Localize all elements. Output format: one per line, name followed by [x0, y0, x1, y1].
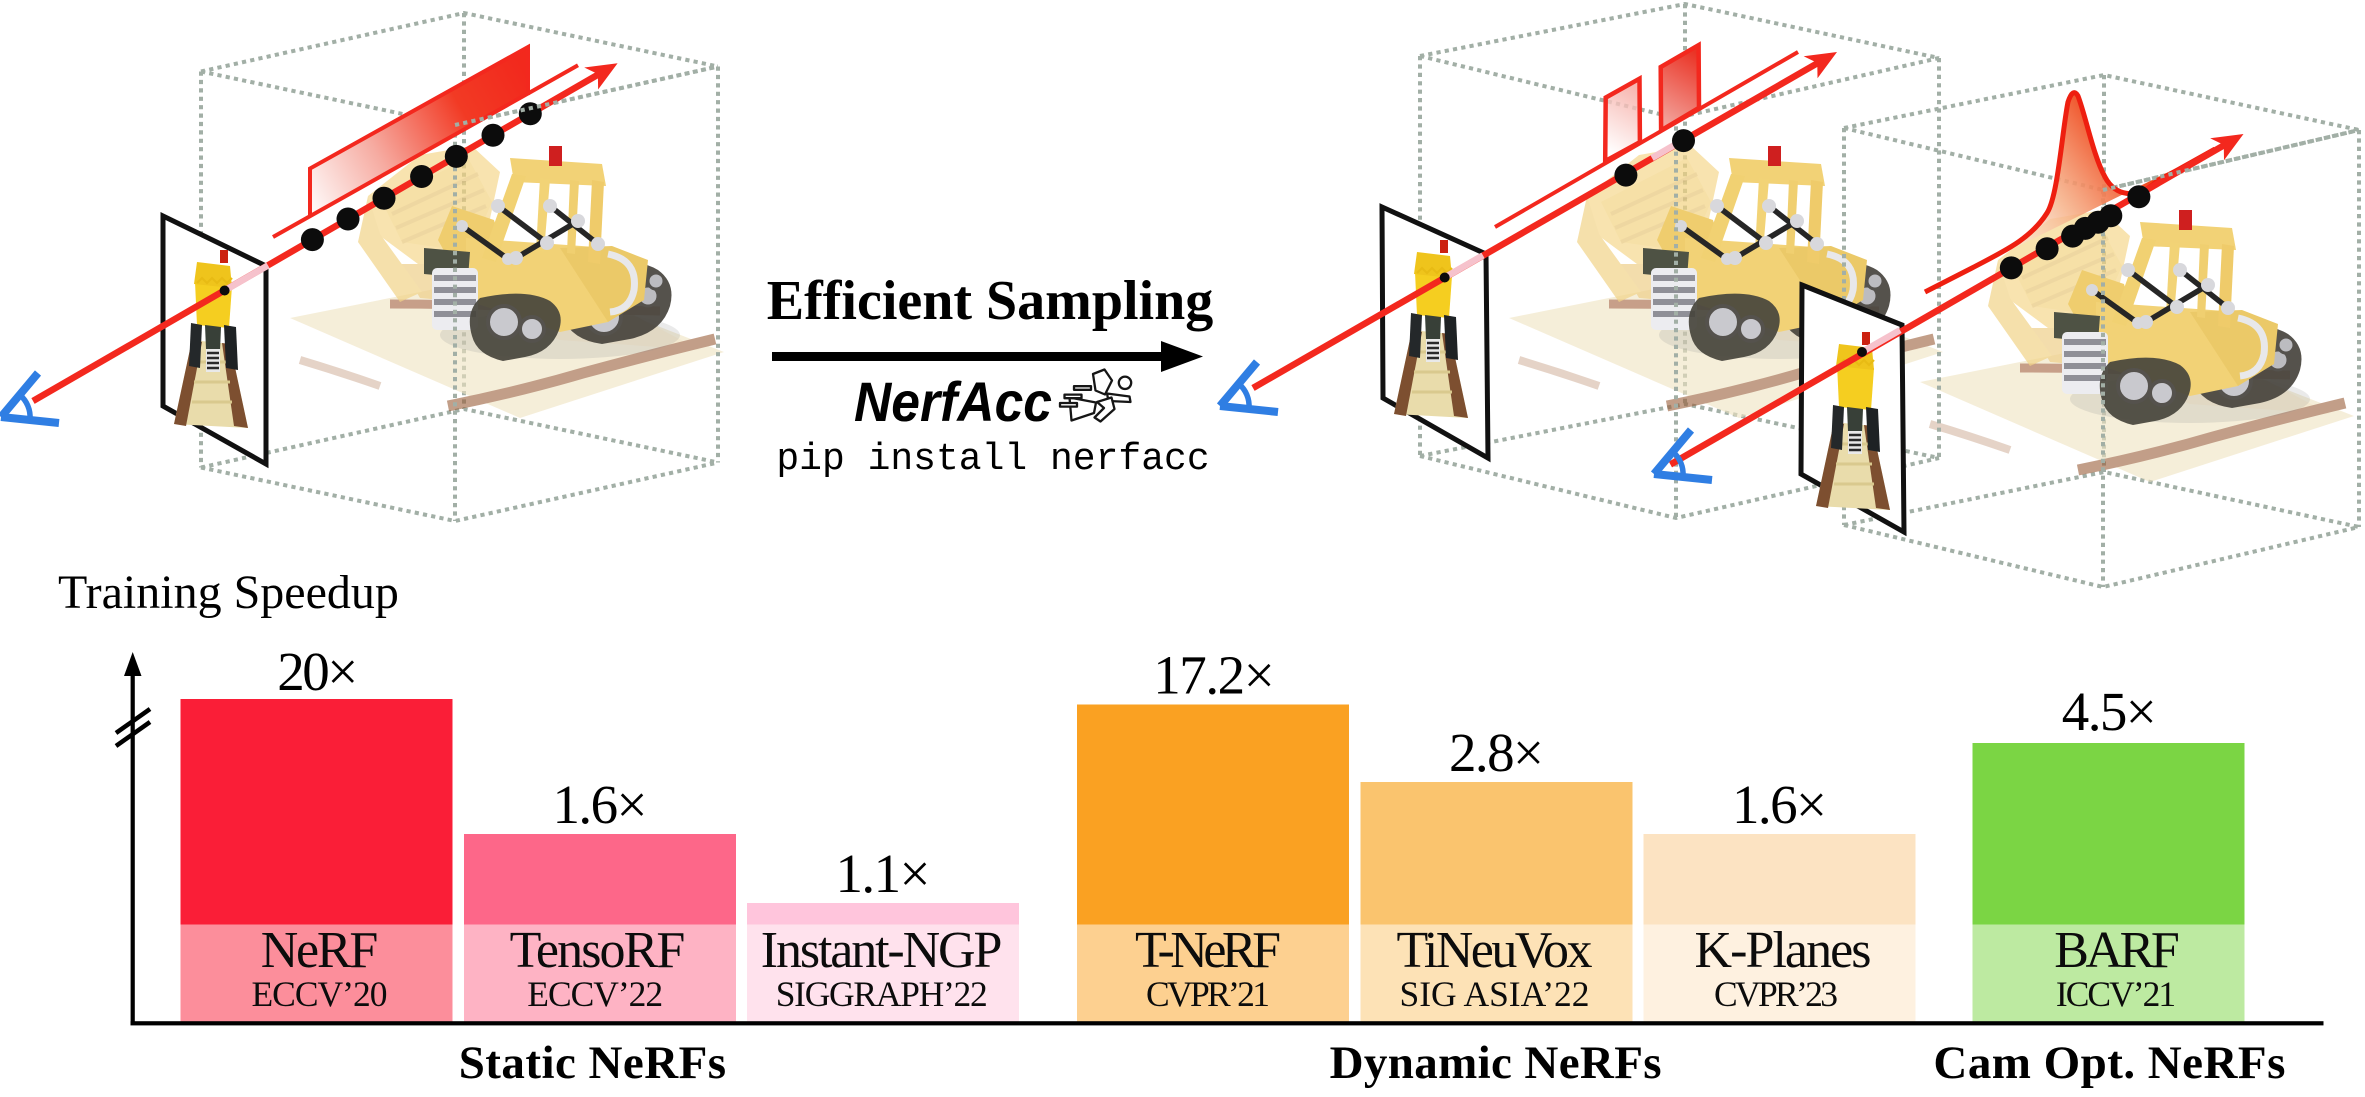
svg-text:Dynamic NeRFs: Dynamic NeRFs	[1330, 1037, 1662, 1089]
svg-text:ECCV’22: ECCV’22	[527, 974, 663, 1014]
svg-text:1.6×: 1.6×	[1732, 774, 1827, 835]
svg-text:TensoRF: TensoRF	[510, 922, 686, 979]
svg-text:T-NeRF: T-NeRF	[1135, 922, 1281, 979]
svg-text:1.6×: 1.6×	[553, 774, 648, 835]
svg-text:2.8×: 2.8×	[1449, 722, 1544, 783]
svg-text:BARF: BARF	[2054, 922, 2180, 979]
svg-text:Training Speedup: Training Speedup	[58, 566, 399, 619]
svg-text:20×: 20×	[277, 641, 358, 702]
svg-text:TiNeuVox: TiNeuVox	[1397, 922, 1593, 979]
svg-text:17.2×: 17.2×	[1153, 645, 1275, 706]
svg-text:CVPR’21: CVPR’21	[1146, 974, 1270, 1014]
svg-text:SIG ASIA’22: SIG ASIA’22	[1400, 974, 1590, 1014]
svg-text:ECCV’20: ECCV’20	[252, 974, 388, 1014]
svg-text:4.5×: 4.5×	[2062, 681, 2157, 742]
svg-text:NerfAcc: NerfAcc	[854, 370, 1052, 433]
svg-text:K-Planes: K-Planes	[1695, 922, 1872, 979]
svg-text:NeRF: NeRF	[261, 922, 379, 979]
svg-text:1.1×: 1.1×	[836, 843, 931, 904]
svg-text:pip install nerfacc: pip install nerfacc	[776, 438, 1209, 481]
svg-text:Cam Opt. NeRFs: Cam Opt. NeRFs	[1933, 1037, 2285, 1089]
svg-text:Instant-NGP: Instant-NGP	[761, 922, 1003, 979]
svg-text:Static NeRFs: Static NeRFs	[459, 1037, 726, 1089]
svg-text:ICCV’21: ICCV’21	[2056, 974, 2176, 1014]
svg-text:Efficient Sampling: Efficient Sampling	[767, 270, 1213, 332]
svg-text:SIGGRAPH’22: SIGGRAPH’22	[776, 974, 988, 1014]
svg-text:CVPR’23: CVPR’23	[1714, 974, 1838, 1014]
